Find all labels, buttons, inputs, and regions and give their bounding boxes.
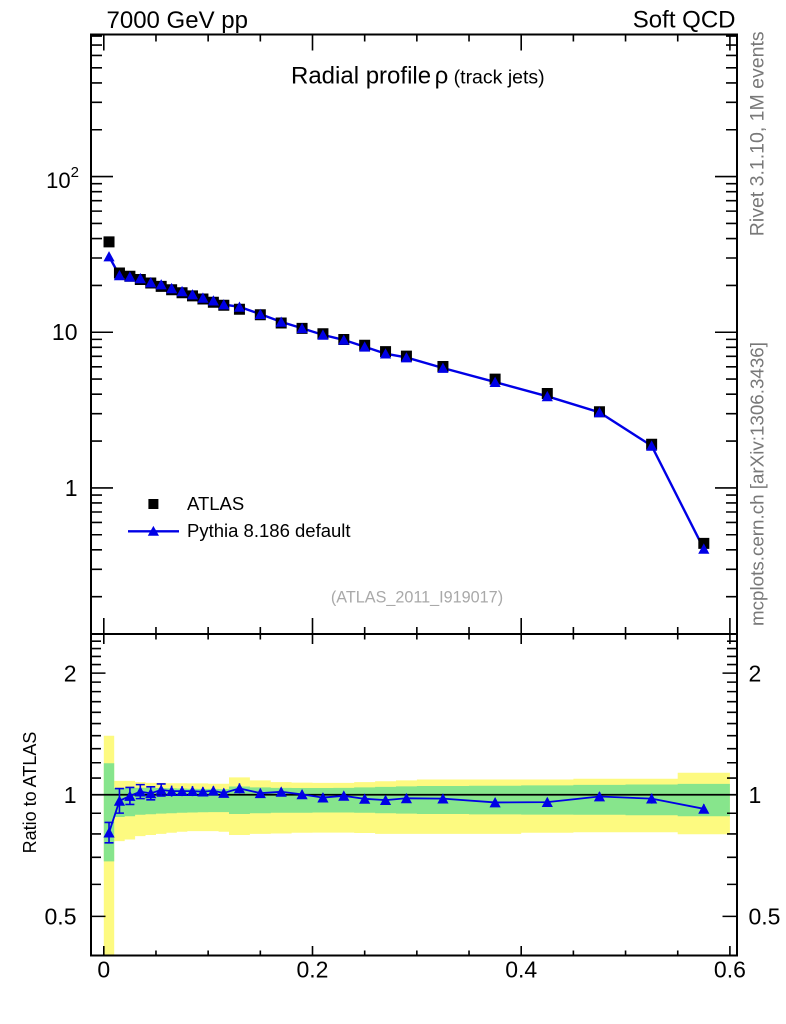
- svg-text:Soft QCD: Soft QCD: [633, 7, 736, 34]
- svg-text:0.5: 0.5: [749, 904, 781, 930]
- svg-text:Pythia 8.186 default: Pythia 8.186 default: [187, 520, 351, 541]
- svg-text:1: 1: [65, 475, 78, 501]
- svg-text:(ATLAS_2011_I919017): (ATLAS_2011_I919017): [331, 588, 503, 606]
- svg-text:Ratio to ATLAS: Ratio to ATLAS: [20, 732, 40, 854]
- svg-text:0.4: 0.4: [505, 957, 537, 983]
- svg-text:Rivet 3.1.10, 1M events: Rivet 3.1.10, 1M events: [747, 31, 769, 236]
- svg-text:102: 102: [46, 164, 79, 193]
- svg-text:10: 10: [52, 319, 78, 345]
- svg-text:2: 2: [64, 660, 77, 686]
- svg-text:0: 0: [97, 957, 110, 983]
- svg-text:1: 1: [64, 782, 77, 808]
- svg-text:0.6: 0.6: [714, 957, 746, 983]
- svg-text:7000 GeV pp: 7000 GeV pp: [107, 7, 248, 34]
- svg-text:0.2: 0.2: [297, 957, 329, 983]
- svg-text:2: 2: [749, 660, 762, 686]
- svg-text:ATLAS: ATLAS: [187, 493, 244, 514]
- svg-text:0.5: 0.5: [45, 904, 77, 930]
- svg-text:1: 1: [749, 782, 762, 808]
- svg-text:mcplots.cern.ch [arXiv:1306.34: mcplots.cern.ch [arXiv:1306.3436]: [747, 342, 768, 626]
